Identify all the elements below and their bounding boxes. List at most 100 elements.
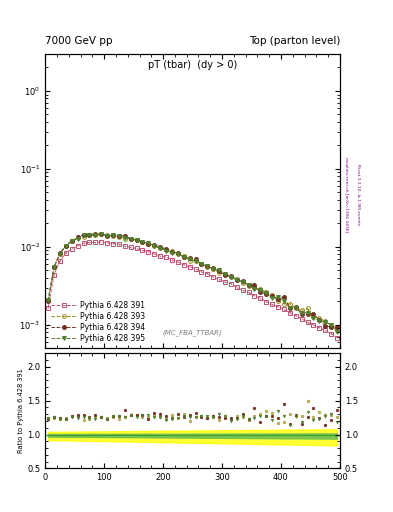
Pythia 6.428 395 [176, 251, 180, 258]
Pythia 6.428 393 [158, 245, 163, 251]
Pythia 6.428 395 [229, 274, 233, 281]
Pythia 6.428 393 [140, 239, 145, 245]
Pythia 6.428 395 [305, 310, 310, 316]
Pythia 6.428 393 [199, 261, 204, 267]
Pythia 6.428 395 [205, 263, 210, 269]
Pythia 6.428 391 [258, 295, 263, 301]
Pythia 6.428 393 [117, 234, 121, 240]
Legend: Pythia 6.428 391, Pythia 6.428 393, Pythia 6.428 394, Pythia 6.428 395: Pythia 6.428 391, Pythia 6.428 393, Pyth… [49, 300, 147, 345]
Pythia 6.428 394 [123, 232, 127, 239]
Pythia 6.428 394 [211, 265, 216, 271]
Pythia 6.428 394 [317, 317, 322, 323]
Pythia 6.428 394 [199, 261, 204, 267]
Pythia 6.428 391 [140, 247, 145, 253]
Pythia 6.428 395 [299, 310, 304, 316]
Pythia 6.428 393 [182, 253, 186, 259]
Pythia 6.428 395 [81, 232, 86, 239]
Pythia 6.428 395 [52, 264, 57, 270]
Pythia 6.428 393 [211, 266, 216, 272]
Pythia 6.428 393 [223, 271, 228, 278]
Pythia 6.428 391 [170, 257, 174, 263]
Pythia 6.428 394 [294, 304, 298, 310]
Text: pT (tbar)  (dy > 0): pT (tbar) (dy > 0) [148, 60, 237, 70]
Pythia 6.428 394 [164, 246, 169, 252]
Pythia 6.428 395 [288, 305, 292, 311]
Pythia 6.428 393 [52, 264, 57, 270]
Pythia 6.428 394 [70, 238, 74, 244]
Pythia 6.428 395 [140, 239, 145, 245]
Pythia 6.428 391 [241, 287, 245, 293]
Line: Pythia 6.428 393: Pythia 6.428 393 [46, 232, 339, 332]
Pythia 6.428 395 [146, 240, 151, 246]
Text: 7000 GeV pp: 7000 GeV pp [45, 36, 113, 46]
Pythia 6.428 391 [70, 246, 74, 252]
Pythia 6.428 393 [270, 292, 275, 298]
Pythia 6.428 393 [111, 233, 116, 239]
Pythia 6.428 395 [193, 258, 198, 264]
Pythia 6.428 394 [288, 305, 292, 311]
Pythia 6.428 391 [129, 244, 133, 250]
Text: (MC_FBA_TTBAR): (MC_FBA_TTBAR) [163, 330, 222, 336]
Pythia 6.428 395 [46, 297, 50, 304]
Pythia 6.428 394 [158, 244, 163, 250]
Pythia 6.428 394 [187, 255, 192, 261]
Pythia 6.428 394 [152, 242, 157, 248]
Pythia 6.428 393 [311, 314, 316, 320]
Pythia 6.428 395 [264, 290, 269, 296]
Pythia 6.428 393 [75, 234, 80, 241]
Pythia 6.428 391 [329, 331, 334, 337]
Pythia 6.428 391 [299, 316, 304, 322]
Pythia 6.428 393 [134, 237, 139, 243]
Text: Top (parton level): Top (parton level) [248, 36, 340, 46]
Pythia 6.428 391 [158, 253, 163, 259]
Pythia 6.428 391 [305, 319, 310, 325]
Pythia 6.428 395 [70, 238, 74, 244]
Line: Pythia 6.428 394: Pythia 6.428 394 [46, 232, 339, 329]
Pythia 6.428 393 [241, 280, 245, 286]
Pythia 6.428 393 [170, 248, 174, 254]
Pythia 6.428 395 [129, 236, 133, 242]
Pythia 6.428 395 [329, 322, 334, 328]
Pythia 6.428 394 [299, 311, 304, 317]
Pythia 6.428 391 [87, 240, 92, 246]
Pythia 6.428 393 [187, 258, 192, 264]
Pythia 6.428 394 [140, 239, 145, 245]
Pythia 6.428 395 [270, 295, 275, 301]
Pythia 6.428 393 [229, 273, 233, 280]
Pythia 6.428 394 [99, 231, 104, 237]
Pythia 6.428 391 [193, 266, 198, 272]
Pythia 6.428 391 [182, 262, 186, 268]
Pythia 6.428 395 [152, 243, 157, 249]
Pythia 6.428 391 [134, 245, 139, 251]
Pythia 6.428 394 [258, 289, 263, 295]
Pythia 6.428 394 [270, 293, 275, 300]
Pythia 6.428 394 [111, 232, 116, 238]
Pythia 6.428 391 [323, 327, 328, 333]
Pythia 6.428 395 [211, 266, 216, 272]
Pythia 6.428 391 [235, 284, 239, 290]
Pythia 6.428 395 [223, 271, 228, 277]
Pythia 6.428 391 [52, 272, 57, 278]
Text: Rivet 3.1.10, ≥ 1.9M events: Rivet 3.1.10, ≥ 1.9M events [356, 164, 360, 225]
Pythia 6.428 391 [164, 254, 169, 260]
Pythia 6.428 395 [317, 317, 322, 324]
Pythia 6.428 391 [117, 241, 121, 247]
Pythia 6.428 393 [176, 251, 180, 258]
Pythia 6.428 393 [152, 243, 157, 249]
Text: mcplots.cern.ch [arXiv:1306.3436]: mcplots.cern.ch [arXiv:1306.3436] [344, 157, 348, 232]
Pythia 6.428 394 [87, 231, 92, 238]
Pythia 6.428 394 [229, 273, 233, 280]
Pythia 6.428 391 [58, 258, 62, 264]
Pythia 6.428 395 [252, 286, 257, 292]
Pythia 6.428 393 [87, 232, 92, 239]
Pythia 6.428 391 [311, 322, 316, 328]
Pythia 6.428 391 [282, 306, 286, 312]
Pythia 6.428 391 [199, 269, 204, 275]
Pythia 6.428 393 [282, 301, 286, 307]
Pythia 6.428 391 [223, 279, 228, 285]
Pythia 6.428 395 [64, 243, 68, 249]
Pythia 6.428 391 [229, 281, 233, 287]
Pythia 6.428 394 [170, 249, 174, 255]
Pythia 6.428 393 [235, 275, 239, 282]
Pythia 6.428 393 [164, 247, 169, 253]
